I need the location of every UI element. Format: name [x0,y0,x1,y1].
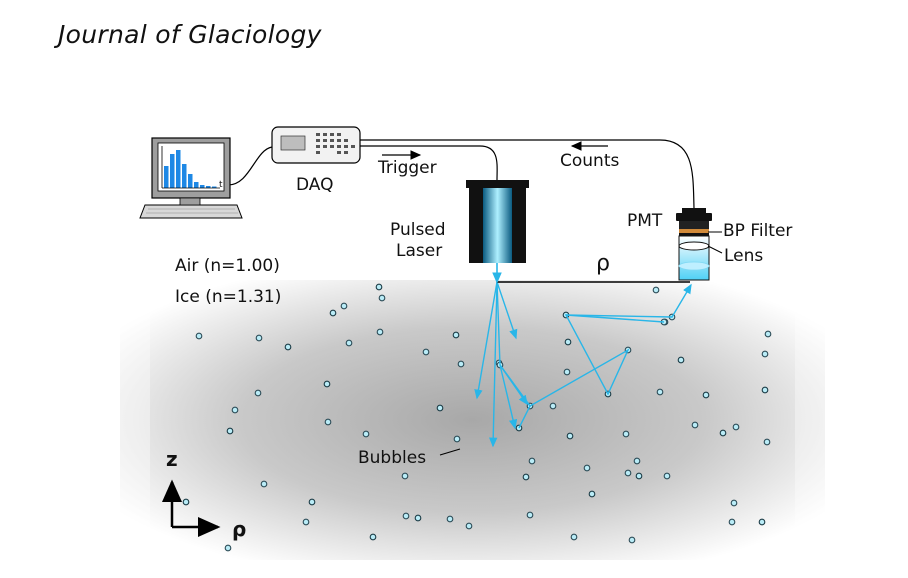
bubble [375,283,383,291]
ice-region [120,280,825,560]
bubble [622,430,630,438]
bubble [414,514,422,522]
bubble [549,402,557,410]
bubble [633,457,641,465]
bubble [224,544,232,552]
histogram-icon [164,150,217,188]
bubble [677,356,685,364]
bubble [465,522,473,530]
pmt-label: PMT [627,211,663,231]
counts-label: Counts [560,151,619,171]
pulsed-laser-icon [466,180,529,284]
lens-label: Lens [724,246,763,266]
histogram-bar [188,174,193,188]
bubble [526,511,534,519]
rho-separation-label: ρ [596,251,610,276]
histogram-bar [176,150,181,188]
bubble [656,388,664,396]
daq-label: DAQ [296,175,334,195]
bubble [284,343,292,351]
axes-icon [162,479,221,537]
ice-label: Ice (n=1.31) [175,287,281,307]
bubble [231,406,239,414]
monitor-time-label: t [219,180,223,190]
histogram-bar [170,154,175,188]
bubble [324,418,332,426]
bubble [702,391,710,399]
bubbles-group [182,283,772,552]
daq-box-icon [271,126,361,164]
bubble [254,389,262,397]
bubble [362,430,370,438]
bubble [566,432,574,440]
bubble [329,309,337,317]
bubble [635,472,643,480]
bubble [302,518,310,526]
bubble [376,328,384,336]
bubble [761,386,769,394]
bubble [195,332,203,340]
bubble [422,348,430,356]
bubble [452,331,460,339]
bubble [583,464,591,472]
bubble [401,472,409,480]
pmt-detector-icon [676,208,712,281]
bubble [719,429,727,437]
bubble [182,498,190,506]
histogram-bar [212,186,217,188]
bubble [588,490,596,498]
bubble [628,536,636,544]
histogram-bar [206,186,211,188]
bubble [255,334,263,342]
bubble [764,330,772,338]
bubble [446,515,454,523]
axis-rho-label: ρ [232,517,246,541]
bubble [570,533,578,541]
histogram-bar [182,164,187,188]
bubble [663,472,671,480]
bp-filter-label: BP Filter [723,221,792,241]
bubble [226,427,234,435]
computer-icon: t [139,137,243,219]
bubble [308,498,316,506]
bubble [436,404,444,412]
bubble [457,360,465,368]
bubble [563,368,571,376]
bubble [323,380,331,388]
pulsed-label-line2: Laser [396,241,442,261]
histogram-bar [194,182,199,188]
bubble [761,350,769,358]
bubble [522,473,530,481]
bubble [728,518,736,526]
bubble [453,435,461,443]
bubble [730,499,738,507]
cables [227,139,695,209]
bubble [378,294,386,302]
air-label: Air (n=1.00) [175,256,280,276]
bubble [652,286,660,294]
journal-title: Journal of Glaciology [58,20,322,49]
bubble [528,457,536,465]
bubble [691,421,699,429]
trigger-label: Trigger [377,158,437,178]
bubble [345,339,353,347]
bubble [732,423,740,431]
bubble [624,469,632,477]
bubble [564,338,572,346]
histogram-bar [200,185,205,188]
bubble [340,302,348,310]
photon-paths [474,281,692,448]
bubble [758,518,766,526]
bubbles-label: Bubbles [358,448,426,468]
bubble [369,533,377,541]
pulsed-label-line1: Pulsed [390,220,446,240]
histogram-bar [164,166,169,188]
axis-z-label: z [166,447,178,471]
bubble [260,480,268,488]
bubble [763,438,771,446]
bubble [402,512,410,520]
